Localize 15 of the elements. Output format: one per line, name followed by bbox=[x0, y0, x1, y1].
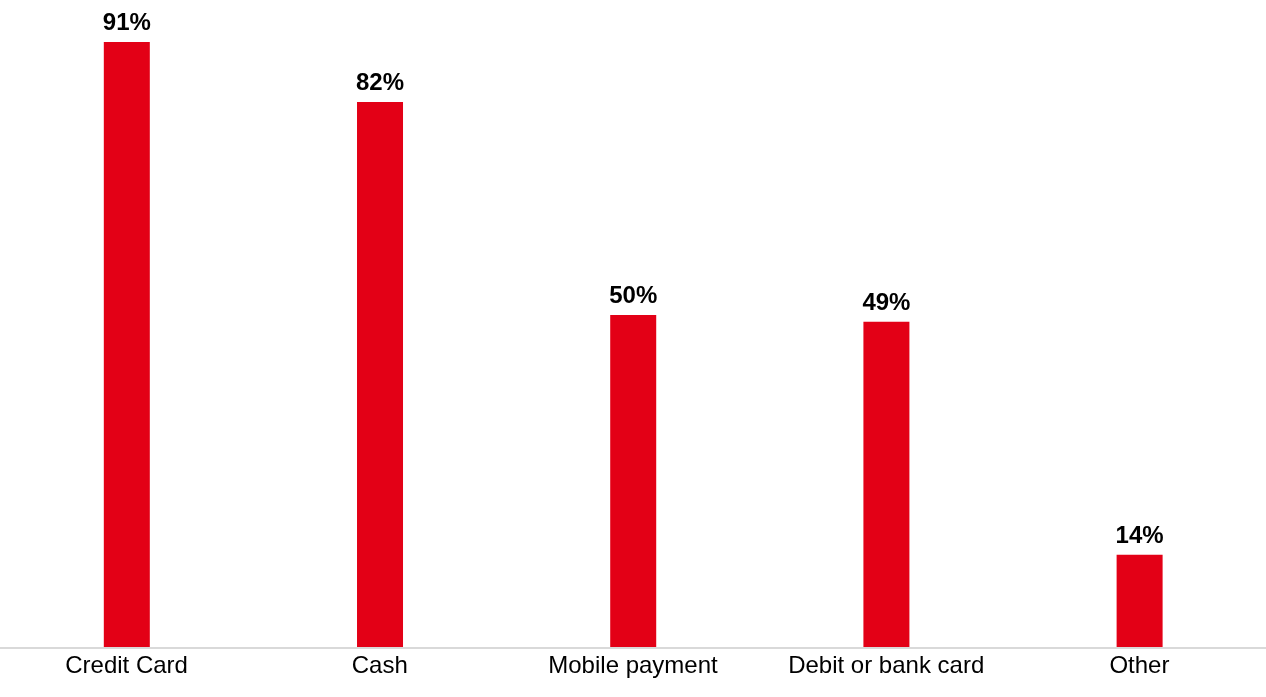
x-tick-label: Credit Card bbox=[65, 651, 188, 679]
data-label: 91% bbox=[102, 8, 151, 35]
data-label: 82% bbox=[355, 67, 405, 95]
bar bbox=[610, 315, 657, 648]
x-tick-label: Debit or bank card bbox=[788, 651, 985, 679]
data-label: 49% bbox=[862, 287, 911, 315]
bar bbox=[357, 101, 404, 648]
bar bbox=[863, 321, 910, 648]
x-tick-label: Cash bbox=[351, 651, 408, 679]
bar bbox=[103, 42, 150, 648]
x-tick-label: Mobile payment bbox=[548, 651, 719, 679]
data-label: 14% bbox=[1115, 520, 1164, 548]
data-label: 50% bbox=[609, 281, 658, 309]
x-tick-label: Other bbox=[1109, 651, 1170, 679]
bar bbox=[1116, 554, 1163, 648]
